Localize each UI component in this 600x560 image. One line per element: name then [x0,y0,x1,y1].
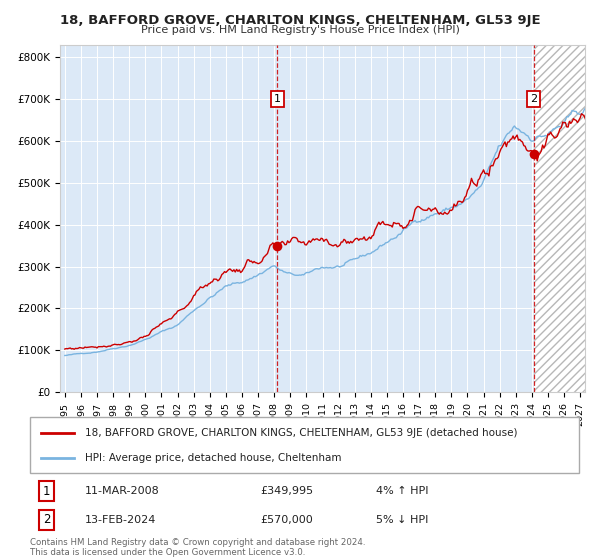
Text: 2: 2 [530,94,538,104]
Bar [534,45,585,392]
Text: 4% ↑ HPI: 4% ↑ HPI [376,486,428,496]
Text: 1: 1 [274,94,281,104]
Text: HPI: Average price, detached house, Cheltenham: HPI: Average price, detached house, Chel… [85,452,341,463]
Text: 2: 2 [43,513,50,526]
Text: 11-MAR-2008: 11-MAR-2008 [85,486,160,496]
Text: 13-FEB-2024: 13-FEB-2024 [85,515,156,525]
Text: 5% ↓ HPI: 5% ↓ HPI [376,515,428,525]
Text: 18, BAFFORD GROVE, CHARLTON KINGS, CHELTENHAM, GL53 9JE (detached house): 18, BAFFORD GROVE, CHARLTON KINGS, CHELT… [85,428,517,438]
Bar [534,45,585,392]
Text: £570,000: £570,000 [260,515,313,525]
Text: Price paid vs. HM Land Registry's House Price Index (HPI): Price paid vs. HM Land Registry's House … [140,25,460,35]
Text: 1: 1 [43,485,50,498]
Text: 18, BAFFORD GROVE, CHARLTON KINGS, CHELTENHAM, GL53 9JE: 18, BAFFORD GROVE, CHARLTON KINGS, CHELT… [59,14,541,27]
Text: £349,995: £349,995 [260,486,314,496]
Text: Contains HM Land Registry data © Crown copyright and database right 2024.
This d: Contains HM Land Registry data © Crown c… [30,538,365,557]
FancyBboxPatch shape [30,417,579,473]
